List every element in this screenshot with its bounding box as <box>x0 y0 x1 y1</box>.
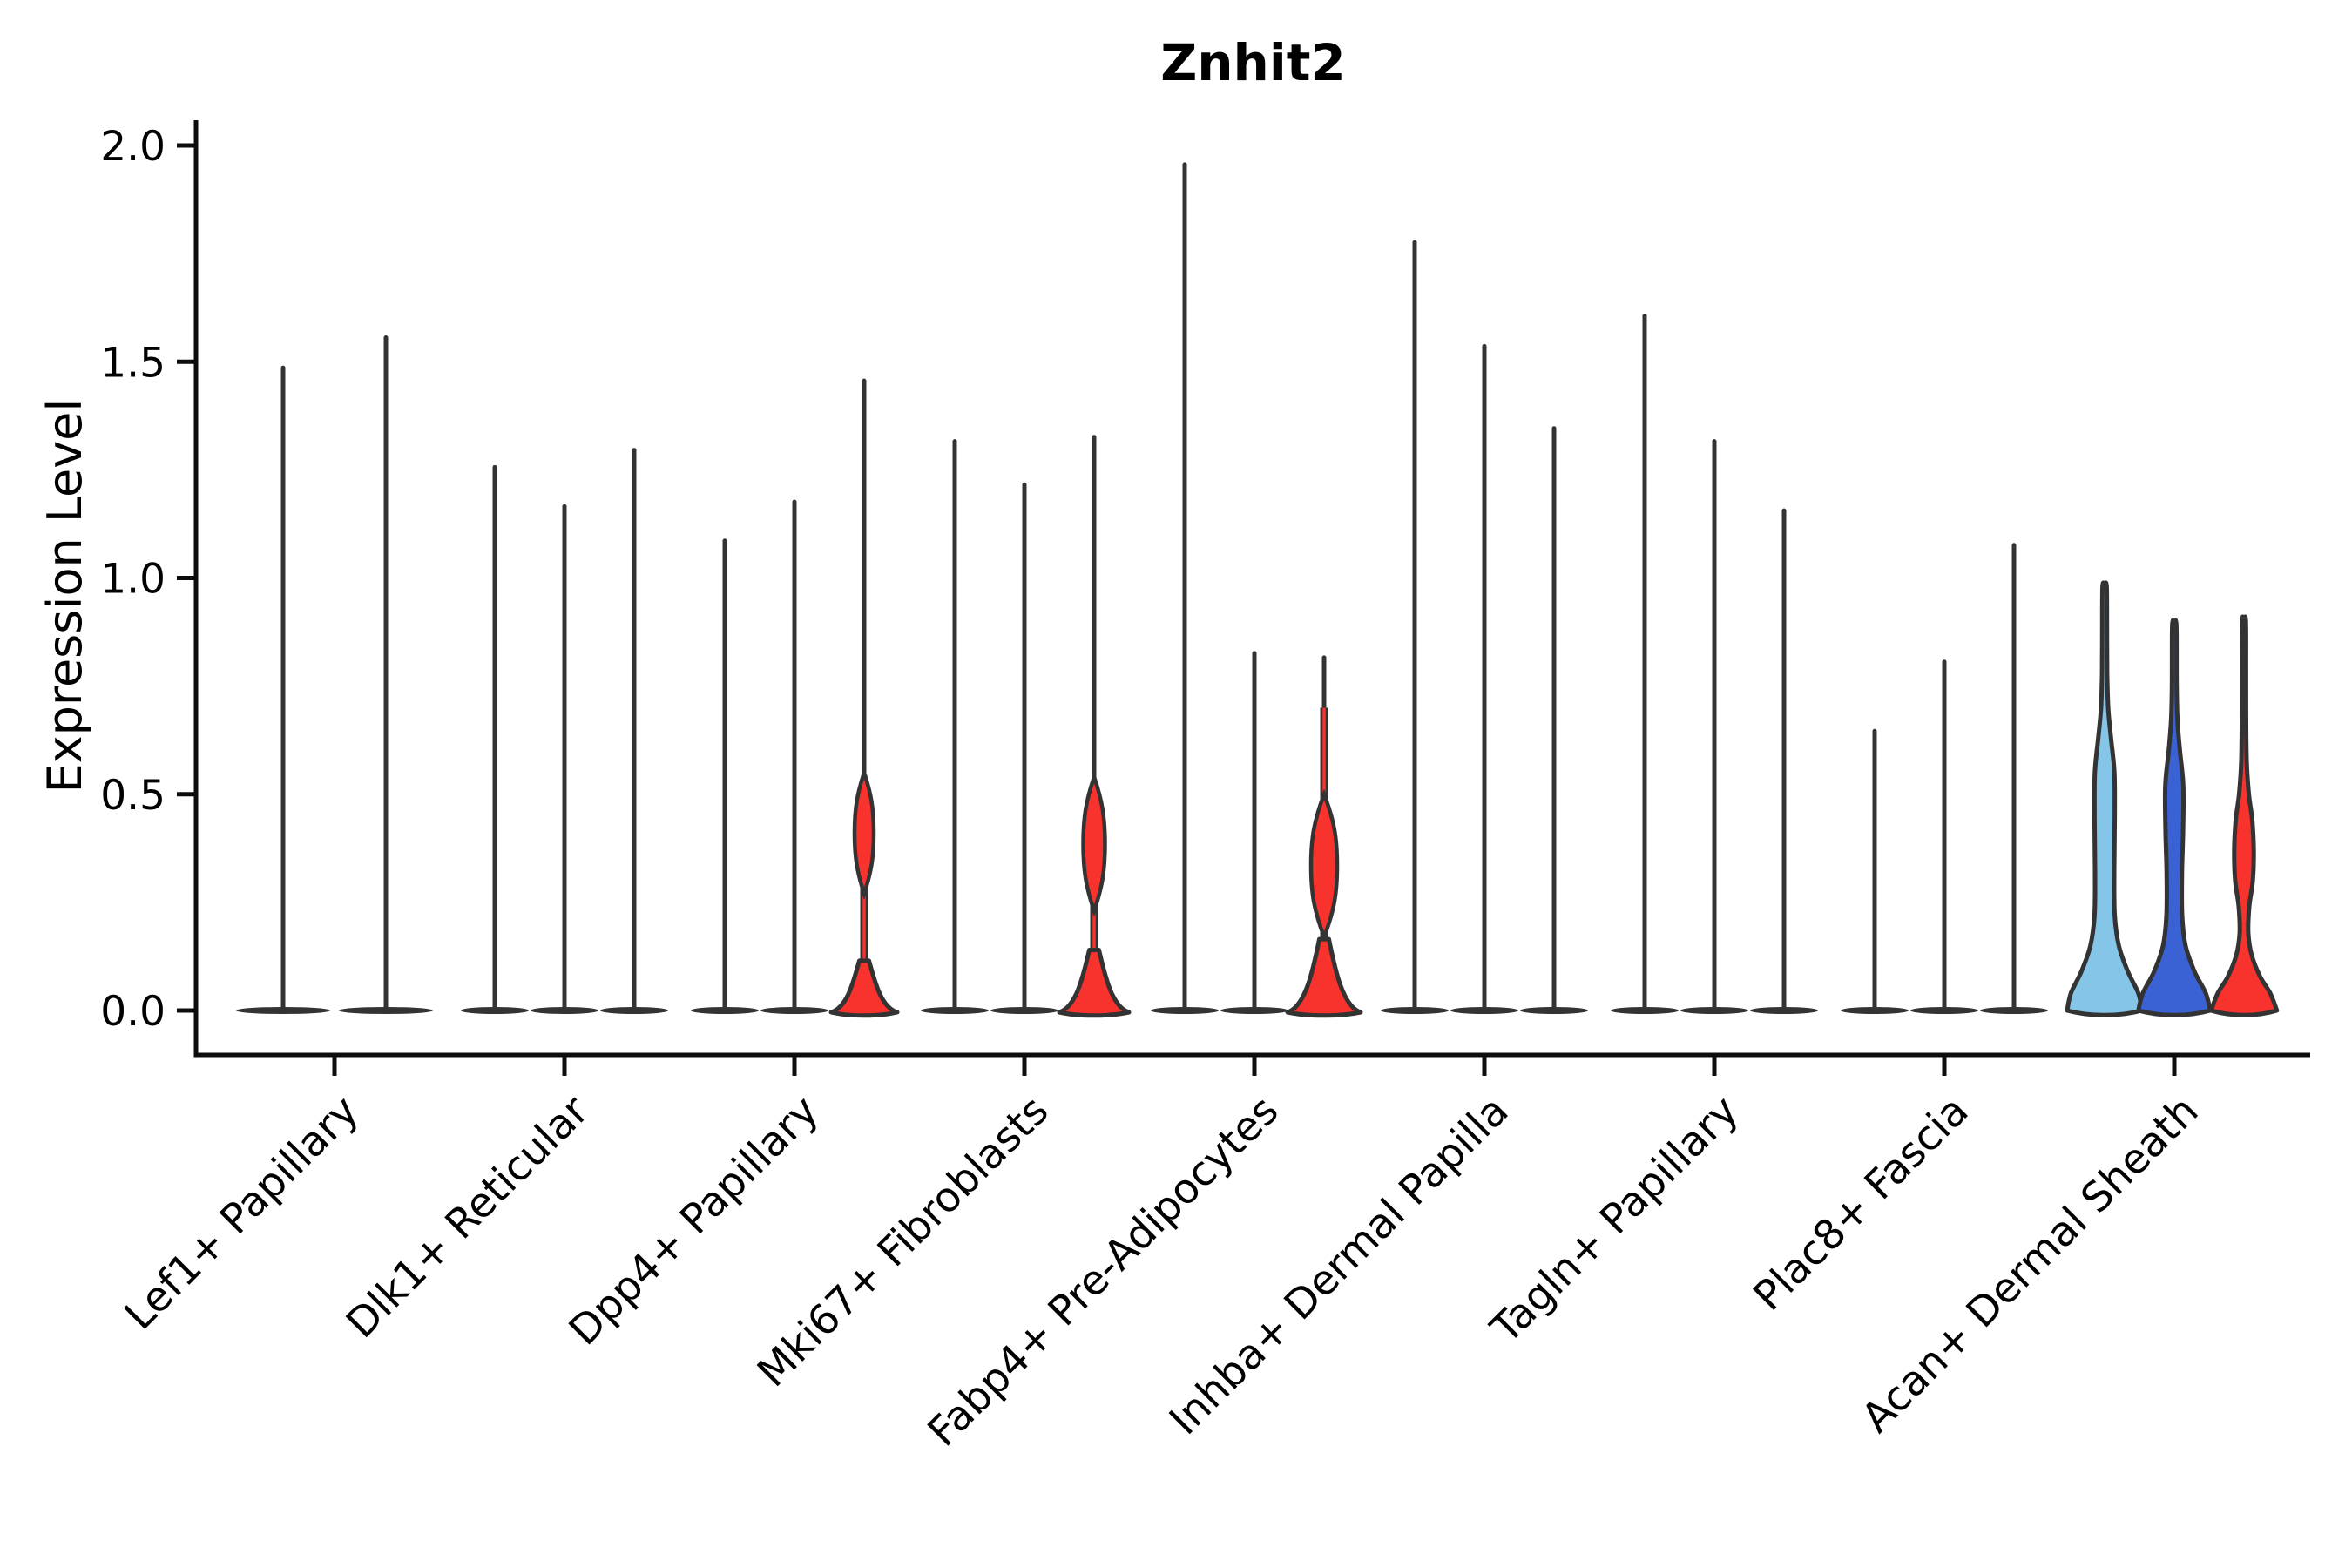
x-tick-label: Dlk1+ Reticular <box>337 1086 598 1348</box>
y-tick-label: 0.0 <box>100 988 166 1036</box>
violin <box>1980 543 2048 1014</box>
violin <box>1520 426 1588 1014</box>
violin <box>600 448 668 1014</box>
violin <box>1750 508 1818 1014</box>
violin <box>236 365 330 1014</box>
violin <box>1841 728 1909 1014</box>
x-tick-label: Plac8+ Fascia <box>1745 1087 1978 1321</box>
y-tick-label: 1.0 <box>100 556 166 604</box>
x-tick-label: Tagln+ Papillary <box>1482 1087 1748 1354</box>
violin <box>339 335 433 1014</box>
violin-body <box>2208 614 2280 1017</box>
violin <box>1450 343 1518 1014</box>
violin-body <box>2136 618 2213 1017</box>
y-tick-label: 1.5 <box>100 339 166 387</box>
violin-group <box>236 335 433 1014</box>
violin-bell <box>1285 936 1363 1018</box>
y-tick-label: 0.5 <box>100 772 166 820</box>
chart-title: Znhit2 <box>1160 33 1346 92</box>
violin-group <box>461 448 668 1014</box>
violin <box>1910 659 1978 1014</box>
violin <box>1220 651 1288 1014</box>
violin-group <box>1611 314 1818 1014</box>
violin-bulge <box>852 766 876 901</box>
violin-bulge <box>1081 770 1107 917</box>
y-tick-label: 2.0 <box>100 123 166 171</box>
violin-bulge <box>1308 788 1340 943</box>
x-tick-label: Dpp4+ Papillary <box>560 1087 828 1355</box>
violin <box>921 439 989 1014</box>
violin <box>691 538 759 1014</box>
violin <box>531 504 598 1014</box>
violin <box>1151 162 1219 1014</box>
violin-group <box>1841 543 2048 1014</box>
violin-bell <box>828 958 900 1018</box>
violin <box>990 482 1058 1014</box>
violin-group <box>921 439 1058 1014</box>
x-tick-label: Lef1+ Papillary <box>116 1087 368 1340</box>
violin-group <box>1151 162 1288 1014</box>
violin-bell <box>1057 948 1132 1018</box>
violin <box>760 499 828 1014</box>
violin <box>461 464 529 1014</box>
violin-group <box>691 499 828 1014</box>
violin <box>1381 240 1449 1014</box>
violin <box>1611 314 1679 1014</box>
violin <box>1680 439 1748 1014</box>
violin-group <box>1381 240 1588 1014</box>
violin-body <box>2065 580 2145 1017</box>
